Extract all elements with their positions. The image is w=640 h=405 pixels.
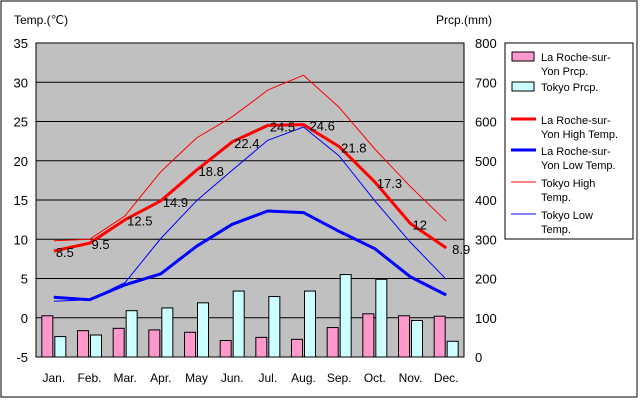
- y-tick-left-label: 10: [14, 232, 28, 247]
- x-tick-label: May: [185, 371, 208, 385]
- legend-label: La Roche-sur-: [541, 115, 611, 127]
- legend-label: Yon High Temp.: [541, 129, 618, 141]
- y-tick-right-label: 200: [475, 272, 497, 287]
- precip-bar: [125, 310, 138, 358]
- precip-bar: [41, 315, 54, 358]
- y-tick-right-label: 600: [475, 115, 497, 130]
- legend-label: Tokyo Prcp.: [541, 82, 598, 94]
- high-temp-label: 18.8: [199, 164, 224, 179]
- x-tick-label: Jul.: [258, 371, 277, 385]
- legend-label: Temp.: [541, 192, 571, 204]
- y-tick-left-label: 5: [21, 272, 28, 287]
- temp-line: [53, 123, 448, 253]
- precip-bar: [161, 307, 174, 358]
- precip-bar: [339, 274, 352, 358]
- precipitation-bars: [41, 274, 459, 358]
- x-tick-label: Mar.: [113, 371, 136, 385]
- y-axis-left-ticks: -5 0 5 10 15 20 25 30 35: [14, 36, 28, 365]
- y-tick-right-label: 100: [475, 311, 497, 326]
- x-tick-label: Dec.: [434, 371, 459, 385]
- x-axis-ticks: Jan. Feb. Mar. Apr. May Jun. Jul. Aug. Sep. Oct. N…: [42, 371, 458, 385]
- precip-bar: [291, 338, 303, 358]
- high-temp-label: 24.5: [270, 119, 295, 134]
- precip-bar: [255, 336, 268, 358]
- high-temp-label: 9.5: [92, 237, 110, 252]
- y-tick-left-label: -5: [16, 350, 28, 365]
- y-tick-right-label: 500: [475, 154, 497, 169]
- precip-bar: [148, 329, 161, 358]
- precip-bar: [326, 327, 339, 358]
- precip-bar: [446, 340, 459, 358]
- y-tick-right-label: 300: [475, 232, 497, 247]
- high-temp-label: 8.5: [56, 245, 74, 260]
- y-axis-left-title: Temp.(℃): [14, 13, 68, 27]
- precip-bar: [54, 336, 67, 358]
- precip-bar: [362, 313, 375, 358]
- high-temp-label: 21.8: [341, 141, 366, 156]
- x-tick-label: Nov.: [399, 371, 423, 385]
- y-tick-left-label: 0: [21, 311, 28, 326]
- y-tick-left-label: 30: [14, 75, 28, 90]
- high-temp-label: 24.6: [310, 119, 335, 134]
- x-tick-label: Aug.: [291, 371, 316, 385]
- x-tick-label: Apr.: [150, 371, 171, 385]
- precip-bar: [304, 290, 316, 358]
- x-tick-label: Jan.: [42, 371, 65, 385]
- precip-bar: [232, 290, 245, 358]
- high-temp-label: 14.9: [163, 195, 188, 210]
- legend-label: Tokyo Low: [541, 210, 593, 222]
- y-axis-right-title: Prcp.(mm): [436, 13, 492, 27]
- legend-swatch: [511, 81, 535, 92]
- legend-label: Temp.: [541, 224, 571, 236]
- precip-bar: [411, 319, 423, 358]
- high-temp-data-labels: 8.5 9.5 12.5 14.9 18.8 22.4 24.5 24.6 21.8 17.3 12…: [56, 119, 470, 260]
- precip-bar: [77, 330, 89, 358]
- legend-label: Tokyo High: [541, 178, 595, 190]
- y-tick-right-label: 400: [475, 193, 497, 208]
- x-tick-label: Oct.: [364, 371, 386, 385]
- legend-label: Yon Prcp.: [541, 66, 588, 78]
- y-tick-left-label: 25: [14, 115, 28, 130]
- high-temp-label: 17.3: [377, 176, 402, 191]
- precip-bar: [219, 340, 232, 358]
- precip-bar: [433, 315, 446, 358]
- x-tick-label: Feb.: [77, 371, 101, 385]
- precip-bar: [197, 302, 209, 358]
- legend-swatch: [511, 51, 535, 62]
- y-tick-left-label: 15: [14, 193, 28, 208]
- precip-bar: [375, 278, 388, 358]
- x-tick-label: Sep.: [327, 371, 352, 385]
- y-tick-left-label: 20: [14, 154, 28, 169]
- legend-box: [504, 42, 634, 240]
- y-tick-right-label: 700: [475, 75, 497, 90]
- temp-line: [53, 126, 447, 302]
- high-temp-label: 8.9: [452, 242, 470, 257]
- y-tick-right-label: 800: [475, 36, 497, 51]
- y-axis-right-ticks: 0 100 200 300 400 500 600 700 800: [475, 36, 497, 365]
- x-tick-label: Jun.: [221, 371, 244, 385]
- legend-label: La Roche-sur-: [541, 146, 611, 158]
- precip-bar: [268, 296, 281, 358]
- precip-bar: [398, 315, 410, 358]
- temp-line: [53, 209, 447, 302]
- high-temp-label: 12.5: [127, 214, 152, 229]
- precip-bar: [184, 331, 196, 358]
- y-tick-right-label: 0: [475, 350, 482, 365]
- temp-line: [53, 74, 447, 242]
- high-temp-label: 12: [413, 218, 427, 233]
- precip-bar: [90, 334, 102, 358]
- legend-label: Yon Low Temp.: [541, 160, 616, 172]
- gridlines: [36, 81, 464, 319]
- temperature-lines: [53, 74, 448, 302]
- legend-label: La Roche-sur-: [541, 52, 611, 64]
- high-temp-label: 22.4: [234, 136, 259, 151]
- y-tick-left-label: 35: [14, 36, 28, 51]
- legend: La Roche-sur- Yon Prcp. Tokyo Prcp. La Roch…: [511, 51, 618, 236]
- precip-bar: [112, 327, 125, 358]
